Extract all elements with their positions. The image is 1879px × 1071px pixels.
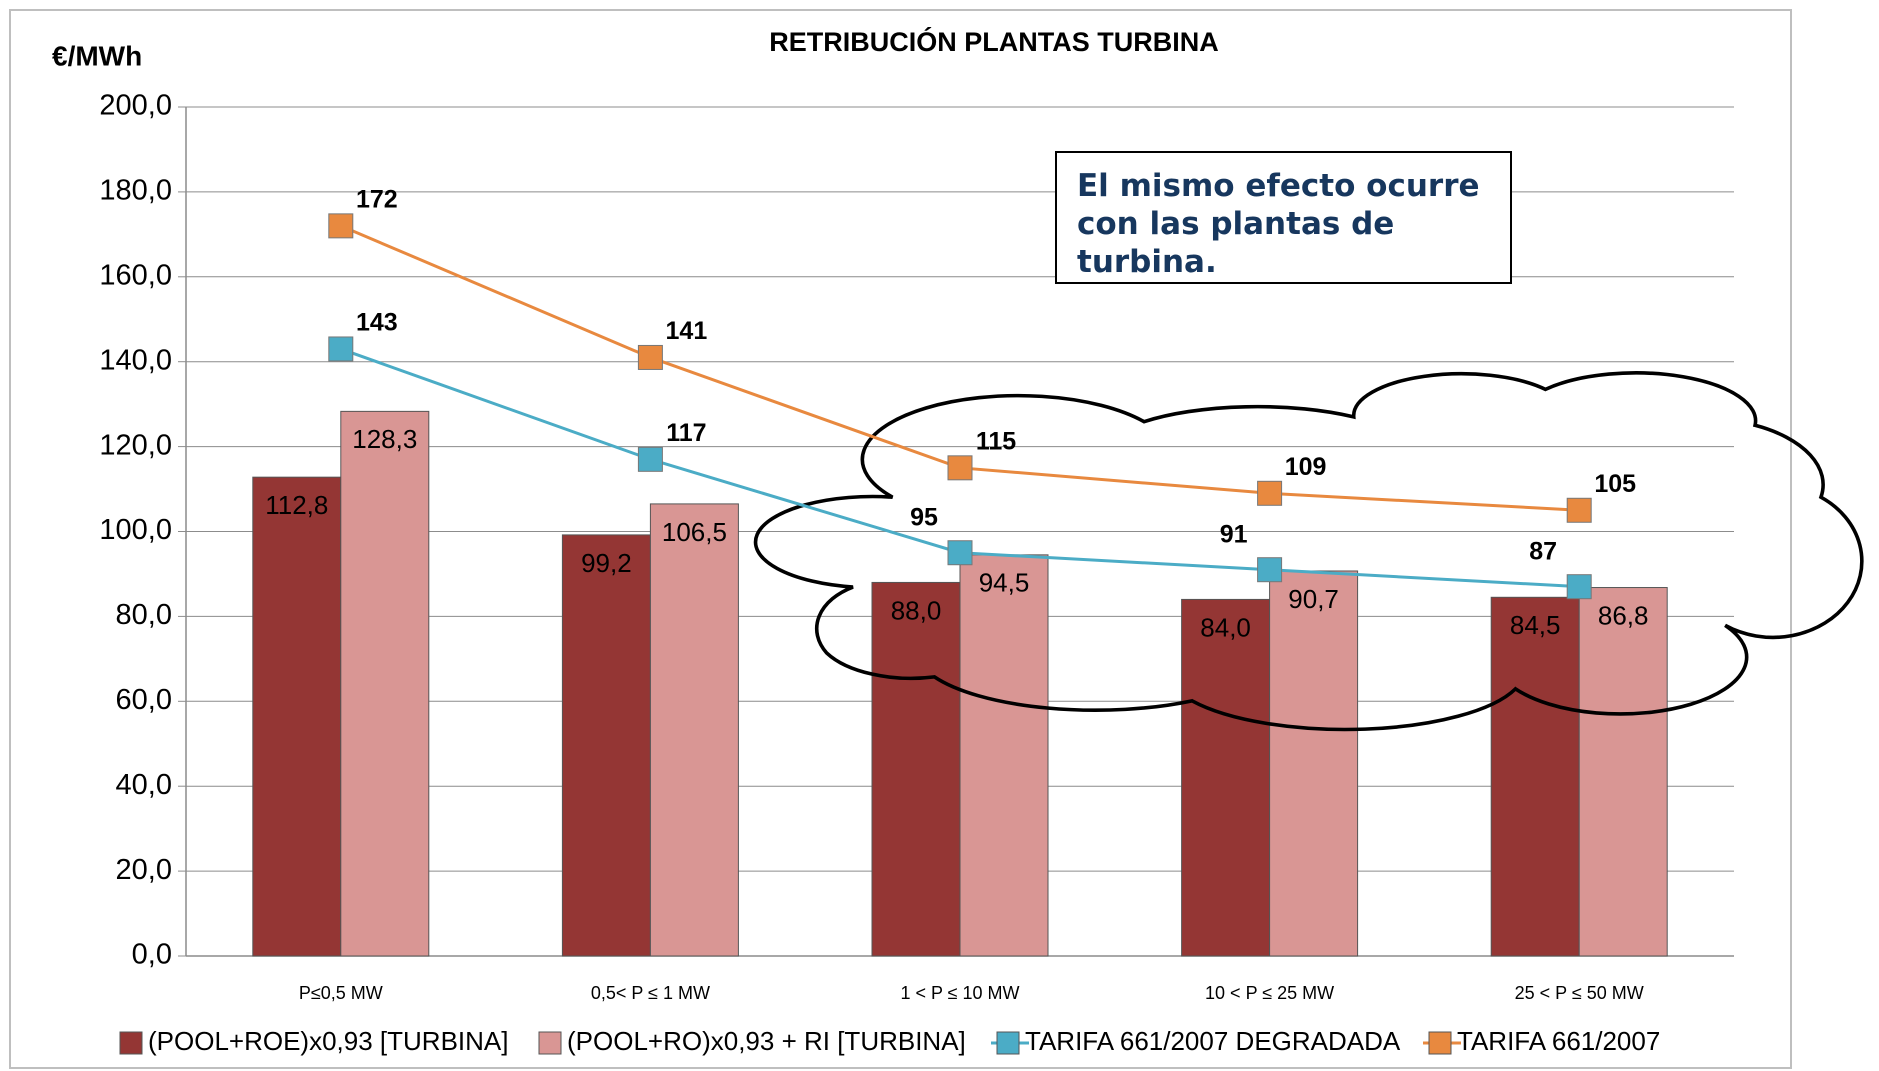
marker	[1566, 574, 1592, 600]
value-label: 105	[1594, 470, 1636, 498]
marker	[947, 540, 973, 566]
value-label: 172	[356, 185, 398, 213]
legend-swatch	[996, 1031, 1020, 1055]
lines: 143 117 95 91 87 172 141 115 109 105	[328, 185, 1636, 600]
value-label: 112,8	[265, 490, 328, 520]
value-label: 115	[976, 427, 1016, 455]
value-label: 87	[1529, 537, 1557, 565]
value-label: 90,7	[1288, 584, 1339, 614]
bars: 112,8 99,2 88,0 84,0 84,5 128,3 106,5 94,5 90,7 8…	[252, 410, 1668, 957]
chart-border	[9, 9, 1792, 1069]
x-tick-label: 1 < P ≤ 10 MW	[900, 983, 1019, 1003]
y-tick-label: 0,0	[132, 939, 172, 971]
y-tick-label: 160,0	[99, 259, 172, 291]
x-tick-label: 0,5< P ≤ 1 MW	[591, 983, 710, 1003]
cloud	[753, 371, 1864, 732]
legend-swatch	[538, 1031, 562, 1055]
value-label: 91	[1220, 520, 1248, 548]
value-label: 84,0	[1200, 612, 1251, 642]
legend-label: TARIFA 661/2007	[1457, 1026, 1660, 1056]
y-axis-label: €/MWh	[52, 40, 142, 71]
value-label: 99,2	[581, 548, 632, 578]
value-label: 141	[666, 317, 708, 345]
legend-label: (POOL+ROE)x0,93 [TURBINA]	[148, 1026, 508, 1056]
legend: (POOL+ROE)x0,93 [TURBINA] (POOL+RO)x0,93 …	[119, 1026, 1660, 1056]
marker	[1257, 480, 1283, 506]
value-label: 117	[666, 419, 706, 447]
value-label: 106,5	[662, 517, 727, 547]
y-tick-label: 100,0	[99, 514, 172, 546]
value-label: 95	[910, 503, 938, 531]
value-label: 128,3	[352, 424, 417, 454]
legend-swatch	[119, 1031, 143, 1055]
marker	[1566, 497, 1592, 523]
y-tick-label: 60,0	[116, 684, 172, 716]
bar	[1578, 587, 1668, 957]
y-tick-label: 40,0	[116, 769, 172, 801]
value-label: 94,5	[979, 568, 1030, 598]
y-tick-label: 120,0	[99, 429, 172, 461]
marker	[637, 344, 663, 370]
x-tick-label: P≤0,5 MW	[299, 983, 383, 1003]
y-tick-label: 200,0	[99, 90, 172, 122]
legend-label: TARIFA 661/2007 DEGRADADA	[1025, 1026, 1401, 1056]
bar	[561, 534, 651, 957]
marker	[328, 336, 354, 362]
y-tick-label: 180,0	[99, 175, 172, 207]
bar	[1269, 570, 1359, 957]
y-tick-label: 140,0	[99, 344, 172, 376]
y-tick-label: 80,0	[116, 599, 172, 631]
legend-swatch	[1428, 1031, 1452, 1055]
x-tick-label: 25 < P ≤ 50 MW	[1515, 983, 1644, 1003]
bar	[1490, 596, 1580, 957]
marker	[1257, 557, 1283, 583]
grid: 0,0 20,0 40,0 60,0 80,0 100,0 120,0 140,0 160,0 1…	[99, 90, 1734, 1003]
y-tick-label: 20,0	[116, 854, 172, 886]
marker	[947, 455, 973, 481]
annotation: El mismo efecto ocurre con las plantas d…	[1055, 151, 1512, 284]
chart-title: RETRIBUCIÓN PLANTAS TURBINA	[769, 26, 1218, 57]
cloud-outline	[753, 371, 1864, 732]
bar	[871, 581, 961, 957]
bar	[340, 410, 430, 957]
value-label: 88,0	[891, 595, 942, 625]
value-label: 86,8	[1598, 600, 1649, 630]
bar	[252, 476, 342, 957]
bar	[649, 503, 739, 957]
x-tick-label: 10 < P ≤ 25 MW	[1205, 983, 1334, 1003]
value-label: 109	[1285, 453, 1327, 481]
marker	[637, 446, 663, 472]
value-label: 84,5	[1510, 610, 1561, 640]
legend-label: (POOL+RO)x0,93 + RI [TURBINA]	[567, 1026, 966, 1056]
bar	[1181, 598, 1271, 957]
bar	[959, 554, 1049, 957]
marker	[328, 213, 354, 239]
value-label: 143	[356, 309, 398, 337]
